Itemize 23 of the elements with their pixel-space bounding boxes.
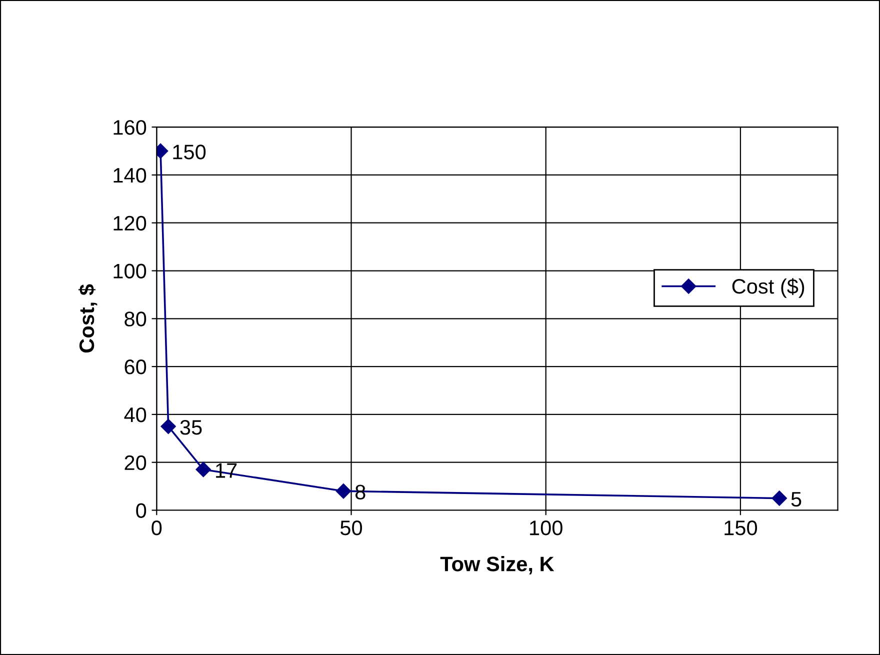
y-tick-label: 160 (114, 120, 146, 135)
data-label: 5 (791, 492, 802, 507)
point (196, 462, 211, 478)
x-tick-label: 100 (530, 520, 562, 536)
y-tick-label: 120 (114, 216, 146, 231)
point (160, 418, 176, 434)
x-tick-label: 50 (340, 520, 362, 536)
y-tick-label: 140 (114, 168, 146, 183)
y-tick-label: 100 (114, 264, 146, 279)
y-tick-label: 20 (124, 455, 146, 470)
data-label: 150 (173, 144, 206, 160)
y-tick-label: 0 (136, 503, 146, 518)
y-tick-label: 80 (124, 312, 146, 326)
legend-label: Cost ($) (732, 278, 804, 298)
data-label: 35 (180, 420, 202, 435)
x-tick-label: 150 (724, 520, 758, 536)
point (772, 490, 787, 506)
point (336, 484, 352, 499)
x-tick-label: 0 (152, 520, 162, 536)
y-axis-title: Cost, $ (78, 284, 98, 353)
y-tick-label: 40 (124, 407, 146, 422)
x-axis-title: Tow Size, K (440, 556, 554, 574)
y-tick-label: 60 (124, 360, 146, 374)
